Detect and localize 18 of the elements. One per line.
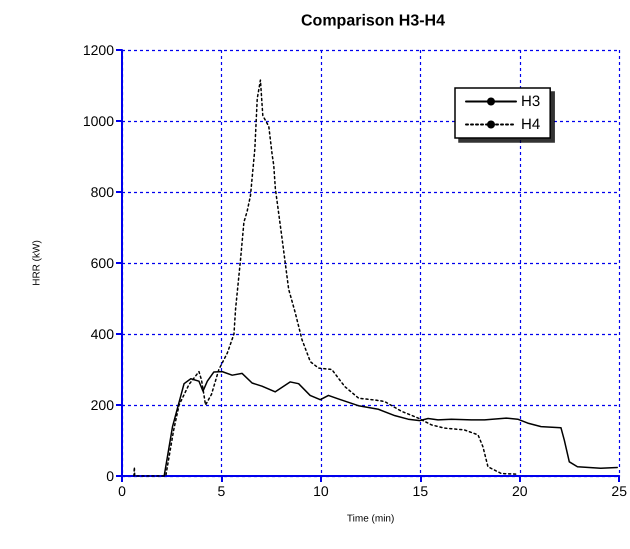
legend-label: H3: [521, 93, 540, 110]
chart-title: Comparison H3-H4: [300, 12, 446, 30]
x-tick-label: 25: [611, 483, 628, 499]
y-tick-label: 1000: [82, 113, 114, 129]
y-tick-label: 0: [106, 468, 114, 484]
x-tick-label: 5: [218, 483, 226, 499]
y-tick-label: 800: [90, 184, 114, 200]
y-tick-label: 1200: [82, 42, 114, 58]
y-tick-label: 400: [90, 326, 114, 342]
x-axis-title: Time (min): [346, 514, 394, 524]
y-tick-label: 200: [90, 397, 114, 413]
y-axis-title: HRR (kW): [32, 240, 42, 286]
legend-label: H4: [521, 116, 540, 133]
y-tick-label: 600: [90, 255, 114, 271]
x-tick-label: 10: [313, 483, 329, 499]
x-tick-label: 15: [412, 483, 428, 499]
x-tick-label: 0: [118, 483, 126, 499]
x-tick-label: 20: [512, 483, 528, 499]
